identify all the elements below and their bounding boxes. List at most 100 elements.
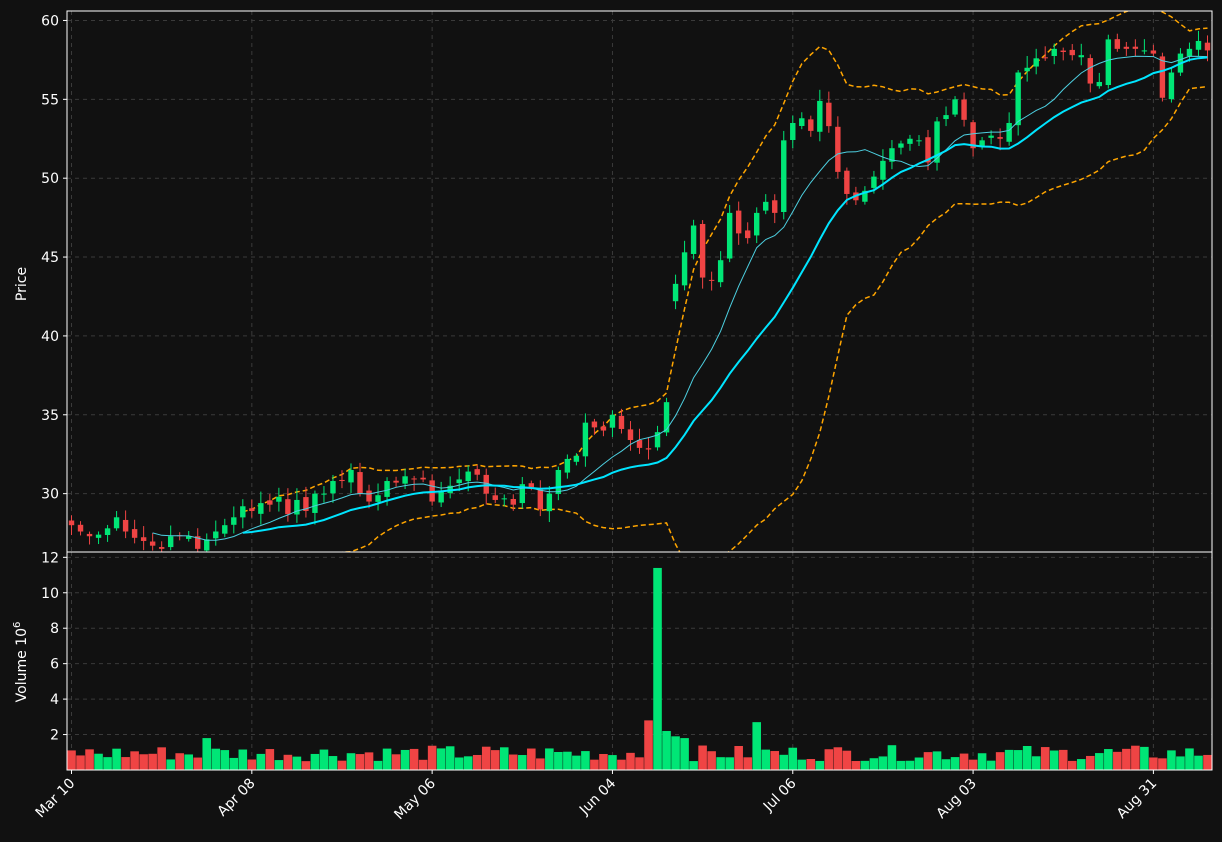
volume-bar — [608, 755, 617, 770]
candle-body — [312, 493, 318, 513]
volume-bar — [166, 759, 175, 770]
volume-bar — [896, 760, 906, 770]
volume-axis-label: Volume 106 — [12, 622, 30, 703]
price-tick-label: 45 — [41, 250, 59, 266]
candle-body — [537, 489, 544, 510]
volume-bar — [1076, 759, 1086, 770]
candle-body — [510, 498, 516, 505]
volume-bar — [698, 745, 707, 770]
volume-bar — [238, 749, 248, 770]
volume-bar — [968, 759, 978, 770]
volume-bar — [878, 756, 888, 770]
candle-body — [808, 119, 814, 131]
volume-bar — [725, 757, 734, 770]
candle-body — [618, 415, 625, 429]
volume-bar — [1167, 750, 1176, 770]
volume-bar — [833, 747, 843, 770]
volume-bar — [247, 759, 257, 770]
volume-bar — [1176, 756, 1185, 770]
volume-tick-label: 8 — [50, 621, 59, 637]
candle-body — [411, 478, 417, 480]
candle-body — [1159, 56, 1166, 98]
price-tick-label: 30 — [41, 487, 59, 503]
volume-bar — [887, 745, 897, 770]
candle-body — [817, 100, 823, 132]
candle-body — [95, 534, 102, 538]
price-tick-label: 60 — [41, 13, 59, 29]
volume-bar — [626, 752, 635, 770]
volume-bar — [734, 746, 743, 770]
volume-bar — [1104, 749, 1113, 770]
volume-bar — [1113, 751, 1122, 770]
candle-body — [889, 148, 895, 162]
candle-body — [645, 448, 652, 450]
volume-bar — [202, 738, 212, 770]
volume-bar — [797, 759, 807, 770]
volume-bar — [139, 754, 148, 770]
candle-body — [195, 536, 201, 549]
candle-body — [952, 99, 958, 115]
candle-body — [420, 477, 426, 480]
candle-body — [231, 517, 237, 525]
candle-body — [1105, 39, 1112, 85]
candle-body — [1195, 40, 1202, 50]
candle-body — [862, 190, 868, 202]
volume-bar — [67, 750, 76, 770]
volume-bar — [842, 750, 852, 770]
candle-body — [754, 212, 760, 236]
volume-bar — [671, 736, 680, 770]
volume-bar — [680, 738, 689, 770]
candle-body — [240, 506, 246, 518]
candle-body — [799, 118, 805, 126]
candle-body — [465, 471, 471, 482]
volume-bar — [869, 758, 879, 770]
volume-tick-label: 12 — [41, 550, 59, 566]
candle-body — [772, 200, 778, 213]
candle-body — [1096, 81, 1103, 87]
volume-bar — [508, 754, 518, 770]
volume-bar — [572, 755, 581, 770]
volume-bar — [752, 722, 761, 770]
volume-bar — [743, 757, 752, 770]
volume-bar — [1185, 748, 1194, 770]
volume-bar — [950, 757, 960, 770]
volume-bar — [635, 757, 644, 770]
volume-bar — [806, 759, 816, 770]
volume-bar — [653, 567, 662, 770]
candle-body — [1042, 57, 1048, 59]
volume-bar — [301, 761, 311, 770]
candle-body — [564, 458, 571, 473]
candle-body — [1204, 42, 1211, 51]
volume-bar — [256, 753, 266, 770]
volume-bar — [1067, 760, 1077, 770]
candle-body — [826, 102, 832, 127]
candle-body — [222, 525, 228, 534]
candle-body — [140, 537, 147, 541]
volume-frame — [66, 551, 1213, 771]
volume-bar — [662, 731, 671, 770]
candle-body — [113, 517, 120, 529]
volume-bar — [1004, 749, 1014, 770]
candle-body — [708, 279, 715, 281]
candle-body — [375, 495, 381, 502]
candle-body — [1087, 58, 1093, 84]
candle-body — [1015, 72, 1021, 126]
volume-bar — [1095, 753, 1104, 770]
volume-bar — [923, 752, 933, 770]
volume-bar — [436, 748, 446, 770]
volume-bar — [148, 753, 157, 770]
candle-body — [158, 547, 165, 549]
volume-bar — [409, 748, 419, 770]
volume-bar — [986, 760, 996, 770]
candle-body — [699, 223, 706, 278]
candle-body — [249, 508, 255, 511]
volume-bar — [481, 746, 491, 770]
volume-tick-label: 10 — [41, 586, 59, 602]
candle-body — [636, 440, 643, 448]
candle-body — [519, 484, 525, 504]
volume-bar — [824, 749, 834, 770]
volume-bar — [1122, 748, 1131, 770]
volume-bar — [175, 753, 184, 770]
volume-bar — [337, 760, 347, 770]
